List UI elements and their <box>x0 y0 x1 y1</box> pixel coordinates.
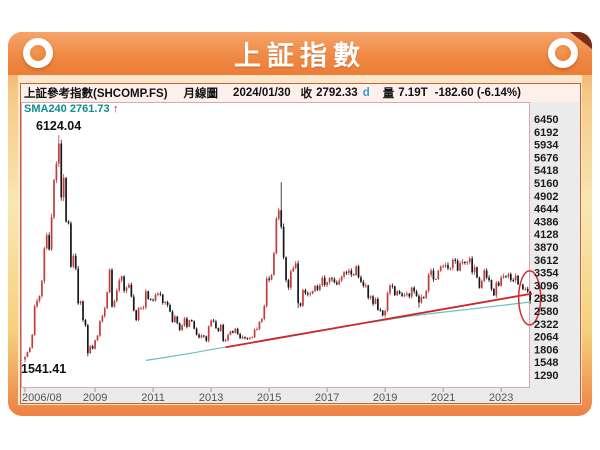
svg-text:2580: 2580 <box>534 306 558 318</box>
svg-text:2017: 2017 <box>315 392 339 404</box>
close-value: 2792.33 <box>316 87 358 99</box>
change-value: -182.60 (-6.14%) <box>434 87 521 99</box>
svg-text:1548: 1548 <box>534 357 558 369</box>
volume-label: 量 <box>382 88 395 100</box>
svg-text:5934: 5934 <box>534 140 559 152</box>
svg-text:4386: 4386 <box>534 216 558 228</box>
sma-value: 2761.73 <box>69 103 110 115</box>
svg-text:2019: 2019 <box>373 392 397 404</box>
timeframe-label: 月線圖 <box>183 88 219 100</box>
svg-text:5418: 5418 <box>534 165 558 177</box>
svg-text:6192: 6192 <box>534 127 558 139</box>
quote-date: 2024/01/30 <box>233 87 291 99</box>
svg-text:3612: 3612 <box>534 255 558 267</box>
sma-name: SMA240 <box>24 103 67 115</box>
svg-text:2013: 2013 <box>199 392 223 404</box>
svg-text:4128: 4128 <box>534 229 558 241</box>
svg-text:2006/08: 2006/08 <box>22 392 62 404</box>
up-arrow-icon: ↑ <box>112 103 119 115</box>
card-content: 上証參考指數(SHCOMP.FS) 月線圖 2024/01/30 收 2792.… <box>18 75 582 405</box>
quote-info-bar: 上証參考指數(SHCOMP.FS) 月線圖 2024/01/30 收 2792.… <box>21 84 580 102</box>
trading-app-panel: 上証參考指數(SHCOMP.FS) 月線圖 2024/01/30 收 2792.… <box>20 83 581 404</box>
sma-legend: SMA240 2761.73 ↑ <box>24 103 118 115</box>
page-title: 上証指數 <box>234 41 366 71</box>
svg-text:3354: 3354 <box>534 268 559 280</box>
chart-area: 6450 6192 5934 5676 5418 5160 4902 4644 4386 4128… <box>21 102 580 405</box>
svg-text:2015: 2015 <box>257 392 281 404</box>
volume-value: 7.19T <box>398 87 428 99</box>
svg-text:5676: 5676 <box>534 152 558 164</box>
svg-text:3096: 3096 <box>534 280 558 292</box>
svg-text:4644: 4644 <box>534 204 559 216</box>
svg-text:2064: 2064 <box>534 332 559 344</box>
binder-ring-left-icon <box>23 38 53 68</box>
svg-text:2322: 2322 <box>534 319 558 331</box>
svg-text:4902: 4902 <box>534 191 558 203</box>
svg-text:2009: 2009 <box>83 392 107 404</box>
svg-text:2023: 2023 <box>489 392 513 404</box>
title-banner: 上証指數 <box>8 32 592 75</box>
svg-text:5160: 5160 <box>534 178 558 190</box>
svg-text:1290: 1290 <box>534 370 558 382</box>
start-low-annotation: 1541.41 <box>21 362 67 376</box>
svg-text:1806: 1806 <box>534 344 558 356</box>
svg-text:2021: 2021 <box>431 392 455 404</box>
svg-text:3870: 3870 <box>534 242 558 254</box>
close-label: 收 <box>300 88 313 100</box>
peak-price-annotation: 6124.04 <box>36 119 82 133</box>
styled-card-frame: 上証指數 上証參考指數(SHCOMP.FS) 月線圖 2024/01/30 收 … <box>8 32 592 416</box>
svg-text:6450: 6450 <box>534 114 558 126</box>
folded-corner-decoration <box>570 32 592 49</box>
candlestick-chart[interactable]: 6450619259345676541851604902464443864128… <box>21 102 572 405</box>
svg-text:2011: 2011 <box>141 392 165 404</box>
flag-marker: d <box>362 87 370 99</box>
svg-text:2838: 2838 <box>534 293 558 305</box>
symbol-name: 上証參考指數(SHCOMP.FS) <box>24 88 168 100</box>
